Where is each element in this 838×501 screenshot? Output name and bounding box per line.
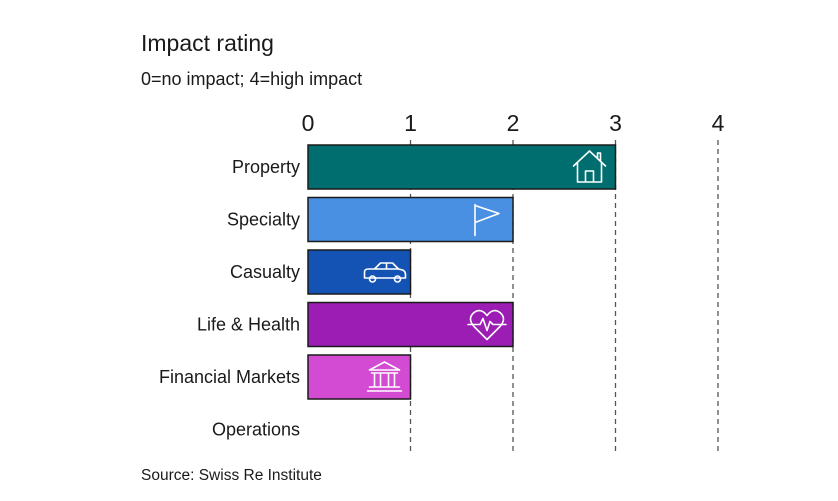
chart-subtitle: 0=no impact; 4=high impact <box>141 69 363 89</box>
category-label: Operations <box>212 420 300 440</box>
bar-specialty <box>307 196 514 243</box>
bank-icon <box>366 361 403 392</box>
source-note: Source: Swiss Re Institute <box>141 467 322 484</box>
category-label: Life & Health <box>197 315 300 335</box>
category-label: Casualty <box>230 262 300 282</box>
heart-pulse-icon <box>467 309 507 341</box>
category-label: Financial Markets <box>159 367 300 387</box>
flag-icon <box>474 203 500 237</box>
bar-casualty <box>307 249 412 295</box>
x-tick-label-4: 4 <box>712 110 725 136</box>
x-tick-label-1: 1 <box>404 110 417 136</box>
category-label: Property <box>232 157 300 177</box>
x-tick-label-3: 3 <box>609 110 622 136</box>
bar-property <box>307 144 617 190</box>
x-tick-label-0: 0 <box>302 110 315 136</box>
car-icon <box>363 262 407 283</box>
category-label: Specialty <box>227 210 300 230</box>
x-tick-label-2: 2 <box>507 110 520 136</box>
bar-life-health <box>307 301 514 348</box>
house-icon <box>572 150 607 183</box>
chart-title: Impact rating <box>141 30 274 56</box>
